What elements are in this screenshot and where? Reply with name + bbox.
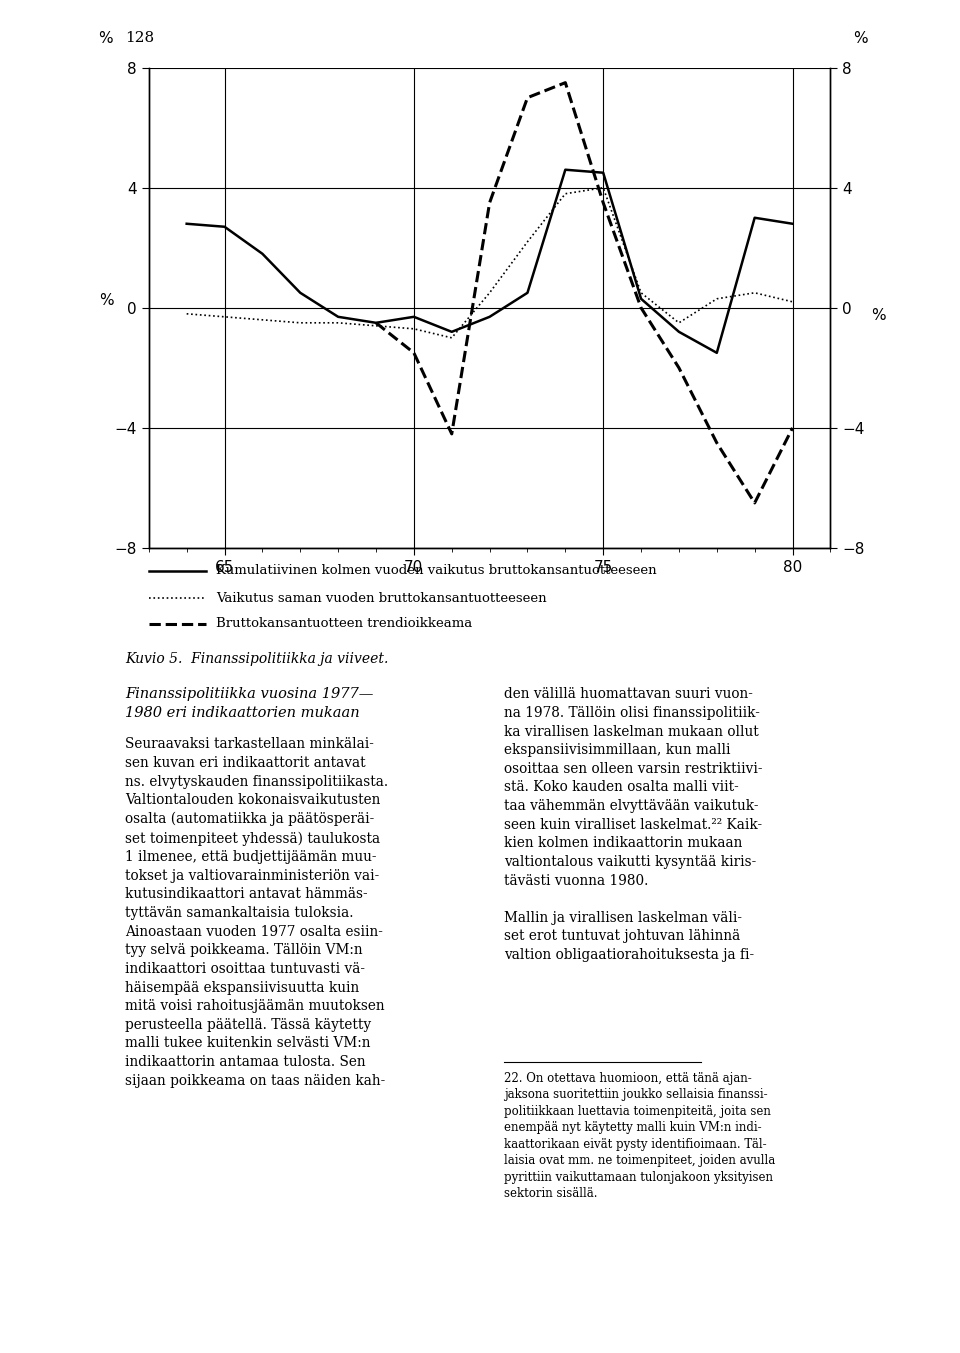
Text: Kumulatiivinen kolmen vuoden vaikutus bruttokansantuotteeseen: Kumulatiivinen kolmen vuoden vaikutus br… bbox=[216, 564, 657, 578]
Text: %: % bbox=[98, 31, 112, 46]
Text: Bruttokansantuotteen trendioikkeama: Bruttokansantuotteen trendioikkeama bbox=[216, 617, 472, 630]
Text: 128: 128 bbox=[125, 31, 154, 45]
Text: Finanssipolitiikka vuosina 1977—
1980 eri indikaattorien mukaan: Finanssipolitiikka vuosina 1977— 1980 er… bbox=[125, 687, 373, 720]
Text: Vaikutus saman vuoden bruttokansantuotteeseen: Vaikutus saman vuoden bruttokansantuotte… bbox=[216, 591, 546, 605]
Text: 22. On otettava huomioon, että tänä ajan-
jaksona suoritettiin joukko sellaisia : 22. On otettava huomioon, että tänä ajan… bbox=[504, 1072, 776, 1200]
Text: Kuvio 5.  Finanssipolitiikka ja viiveet.: Kuvio 5. Finanssipolitiikka ja viiveet. bbox=[125, 652, 388, 666]
Y-axis label: %: % bbox=[871, 308, 886, 323]
Text: den välillä huomattavan suuri vuon-
na 1978. Tällöin olisi finanssipolitiik-
ka : den välillä huomattavan suuri vuon- na 1… bbox=[504, 687, 762, 962]
Text: Seuraavaksi tarkastellaan minkälai-
sen kuvan eri indikaattorit antavat
ns. elvy: Seuraavaksi tarkastellaan minkälai- sen … bbox=[125, 737, 388, 1088]
Y-axis label: %: % bbox=[99, 292, 113, 308]
Text: %: % bbox=[853, 31, 868, 46]
